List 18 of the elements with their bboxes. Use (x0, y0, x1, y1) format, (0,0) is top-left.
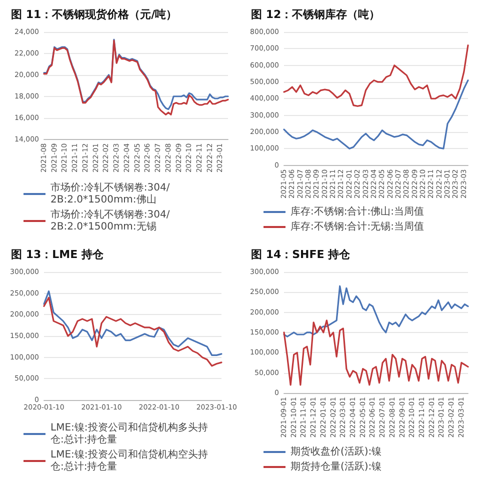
line-series (43, 296, 222, 367)
legend-label: 库存:不锈钢:合计:佛山:当周值 (290, 206, 424, 218)
legend-label: 库存:不锈钢:合计:无锡:当周值 (290, 220, 424, 232)
legend-label: 市场价:冷轧不锈钢卷:304/2B:2.0*1500mm:佛山 (50, 182, 170, 206)
legend-label: 市场价:冷轧不锈钢卷:304/2B:2.0*1500mm:无锡 (50, 208, 170, 232)
chart-title: 图 13：LME 持仓 (11, 248, 104, 261)
chart-title: 图 14：SHFE 持仓 (251, 248, 352, 261)
legend-label: 期货收盘价(活跃):镍 (290, 446, 382, 458)
legend-label: 期货持仓量(活跃):镍 (290, 460, 382, 472)
chart-title: 图 11：不锈钢现货价格（元/吨） (11, 8, 178, 21)
line-series (283, 285, 469, 338)
legend-label: LME:镍:投资公司和信贷机构多头持仓:总计:持仓量 (50, 422, 208, 446)
line-series (43, 290, 222, 356)
line-series (283, 44, 469, 107)
line-series (283, 80, 469, 150)
line-series (283, 320, 469, 386)
legend-label: LME:镍:投资公司和信贷机构空头持仓:总计:持仓量 (50, 448, 208, 472)
chart-title: 图 12：不锈钢库存（吨） (251, 8, 380, 21)
